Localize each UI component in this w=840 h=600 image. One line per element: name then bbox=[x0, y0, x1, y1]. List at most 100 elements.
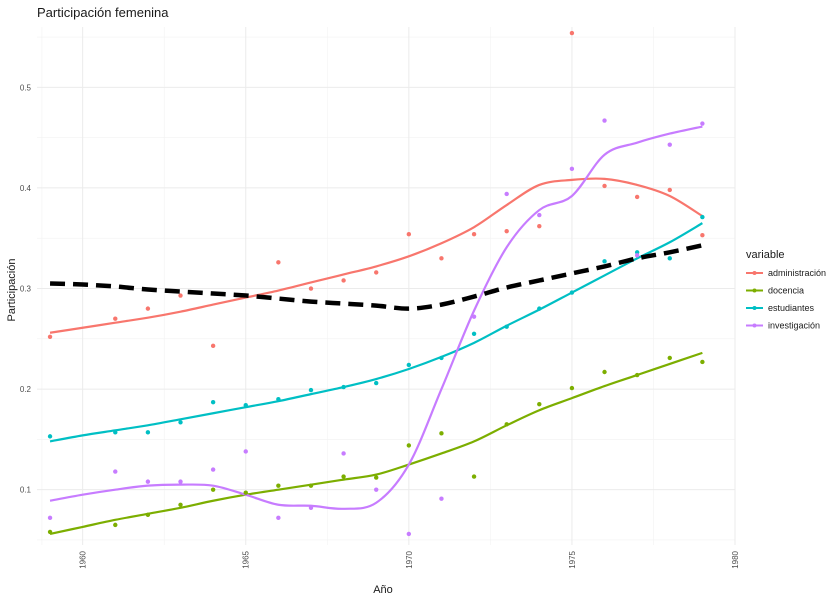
legend-key-point-estudiantes bbox=[752, 306, 757, 310]
point-estudiantes bbox=[602, 259, 607, 264]
point-administracion bbox=[178, 293, 183, 298]
point-investigacion bbox=[439, 496, 444, 501]
point-docencia bbox=[145, 512, 151, 518]
point-investigacion bbox=[308, 505, 314, 510]
point-estudiantes bbox=[178, 420, 183, 425]
y-tick-label: 0.2 bbox=[20, 385, 32, 394]
point-estudiantes bbox=[276, 396, 281, 402]
point-estudiantes bbox=[145, 430, 151, 435]
x-tick-label: 1965 bbox=[242, 550, 251, 568]
point-docencia bbox=[113, 522, 118, 528]
point-docencia bbox=[276, 483, 281, 488]
point-investigacion bbox=[504, 191, 509, 197]
point-estudiantes bbox=[700, 214, 705, 220]
point-estudiantes bbox=[210, 399, 216, 405]
point-docencia bbox=[602, 369, 607, 375]
legend-label-estudiantes: estudiantes bbox=[768, 303, 815, 313]
point-administracion bbox=[145, 306, 151, 311]
legend-key-point-docencia bbox=[752, 288, 757, 293]
point-administracion bbox=[308, 286, 314, 291]
point-docencia bbox=[243, 490, 248, 495]
point-docencia bbox=[341, 474, 346, 479]
point-administracion bbox=[210, 343, 216, 349]
point-investigacion bbox=[537, 212, 542, 218]
point-estudiantes bbox=[439, 355, 444, 361]
point-docencia bbox=[634, 372, 640, 378]
point-docencia bbox=[210, 487, 216, 492]
point-investigacion bbox=[243, 449, 248, 454]
legend-key-point-investigacion bbox=[752, 323, 757, 328]
legend-label-docencia: docencia bbox=[768, 286, 804, 296]
y-tick-label: 0.3 bbox=[20, 285, 32, 294]
point-investigacion bbox=[569, 166, 575, 172]
smooth-lines bbox=[49, 125, 703, 536]
point-estudiantes bbox=[471, 331, 477, 336]
point-estudiantes bbox=[113, 430, 118, 435]
point-investigacion bbox=[145, 479, 151, 484]
point-estudiantes bbox=[406, 362, 412, 368]
point-administracion bbox=[113, 316, 118, 321]
point-docencia bbox=[178, 502, 183, 507]
data-points bbox=[47, 30, 705, 537]
smooth-line-docencia bbox=[49, 351, 703, 536]
point-administracion bbox=[471, 232, 477, 237]
point-administracion bbox=[569, 30, 575, 36]
point-docencia bbox=[308, 483, 314, 488]
x-axis-title: Año bbox=[373, 584, 393, 596]
point-docencia bbox=[406, 443, 412, 448]
y-tick-label: 0.1 bbox=[20, 486, 32, 495]
point-docencia bbox=[439, 431, 444, 436]
y-axis-title: Participación bbox=[6, 259, 18, 322]
y-axis-ticks: 0.1 0.2 0.3 0.4 0.5 bbox=[20, 83, 32, 494]
point-estudiantes bbox=[243, 402, 248, 408]
legend: variable administración docencia estudiant… bbox=[746, 249, 826, 331]
point-administracion bbox=[374, 270, 379, 275]
point-investigacion bbox=[667, 142, 672, 147]
point-investigacion bbox=[374, 487, 379, 492]
x-tick-label: 1980 bbox=[731, 550, 740, 568]
point-administracion bbox=[504, 228, 509, 234]
point-investigacion bbox=[178, 479, 183, 484]
point-investigacion bbox=[276, 515, 281, 521]
point-investigacion bbox=[406, 531, 412, 537]
point-administracion bbox=[667, 187, 672, 193]
x-tick-label: 1975 bbox=[568, 550, 577, 568]
point-administracion bbox=[537, 223, 542, 229]
point-investigacion bbox=[113, 469, 118, 474]
point-docencia bbox=[667, 355, 672, 361]
smooth-line-investigacion bbox=[49, 125, 703, 510]
point-docencia bbox=[504, 422, 509, 427]
point-docencia bbox=[47, 529, 53, 535]
dashed-line bbox=[49, 243, 703, 311]
point-estudiantes bbox=[537, 306, 542, 311]
smooth-line-estudiantes bbox=[49, 222, 703, 443]
chart-title: Participación femenina bbox=[37, 5, 169, 20]
point-estudiantes bbox=[634, 250, 640, 255]
point-estudiantes bbox=[569, 290, 575, 295]
point-estudiantes bbox=[374, 380, 379, 386]
point-administracion bbox=[634, 194, 640, 200]
point-investigacion bbox=[634, 253, 640, 258]
grid bbox=[37, 27, 736, 545]
legend-title: variable bbox=[746, 249, 785, 261]
y-tick-label: 0.4 bbox=[20, 184, 32, 193]
point-docencia bbox=[700, 359, 705, 365]
point-estudiantes bbox=[308, 387, 314, 393]
point-administracion bbox=[276, 260, 281, 265]
point-investigacion bbox=[47, 515, 53, 521]
point-investigacion bbox=[341, 451, 346, 456]
x-axis-ticks: 1960 1965 1970 1975 1980 bbox=[79, 550, 740, 568]
point-administracion bbox=[47, 334, 53, 339]
point-docencia bbox=[471, 474, 477, 479]
point-administracion bbox=[341, 278, 346, 283]
legend-label-investigacion: investigación bbox=[768, 321, 820, 331]
point-estudiantes bbox=[504, 324, 509, 329]
point-docencia bbox=[537, 401, 542, 407]
x-tick-label: 1970 bbox=[405, 550, 414, 568]
point-docencia bbox=[374, 475, 379, 480]
point-administracion bbox=[602, 183, 607, 189]
smooth-line-administracion bbox=[49, 177, 703, 334]
point-investigacion bbox=[210, 467, 216, 472]
point-investigacion bbox=[471, 314, 477, 319]
